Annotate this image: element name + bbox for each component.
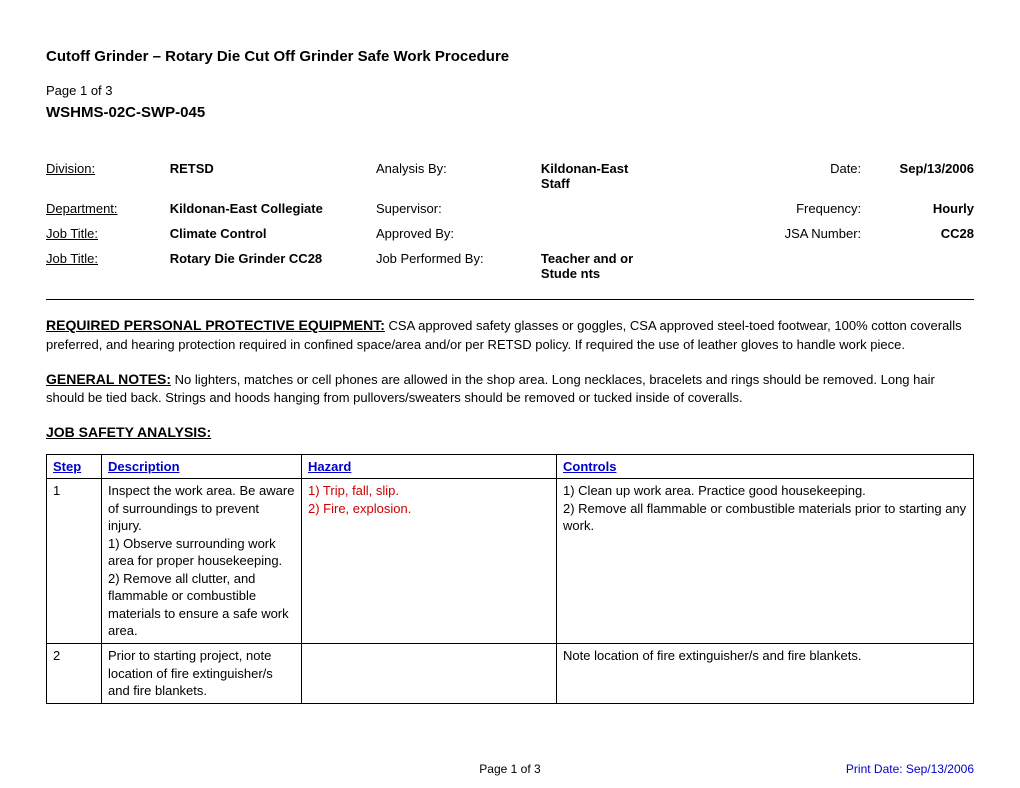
page-info-top: Page 1 of 3 xyxy=(46,83,974,98)
col-controls: Controls xyxy=(557,454,974,479)
metadata-table: Division: RETSD Analysis By: Kildonan-Ea… xyxy=(46,161,974,291)
meta-label: Job Title: xyxy=(46,251,170,291)
meta-row: Job Title: Rotary Die Grinder CC28 Job P… xyxy=(46,251,974,291)
jsa-heading: JOB SAFETY ANALYSIS: xyxy=(46,424,974,440)
footer-page-prefix: Page xyxy=(479,762,510,776)
cell-description: Inspect the work area. Be aware of surro… xyxy=(102,479,302,644)
page-footer: Page 1 of 3 Print Date: Sep/13/2006 xyxy=(46,762,974,776)
cell-controls: 1) Clean up work area. Practice good hou… xyxy=(557,479,974,644)
meta-row: Department: Kildonan-East Collegiate Sup… xyxy=(46,201,974,226)
col-description: Description xyxy=(102,454,302,479)
cell-controls: Note location of fire extinguisher/s and… xyxy=(557,644,974,704)
meta-value: Rotary Die Grinder CC28 xyxy=(170,251,376,291)
meta-value: RETSD xyxy=(170,161,376,201)
footer-page-of: of xyxy=(517,762,534,776)
footer-page-number: Page 1 of 3 xyxy=(46,762,974,776)
ppe-section: REQUIRED PERSONAL PROTECTIVE EQUIPMENT: … xyxy=(46,316,974,354)
table-row: 2 Prior to starting project, note locati… xyxy=(47,644,974,704)
cell-hazard xyxy=(302,644,557,704)
col-hazard: Hazard xyxy=(302,454,557,479)
page-of: of xyxy=(87,83,105,98)
meta-row: Division: RETSD Analysis By: Kildonan-Ea… xyxy=(46,161,974,201)
meta-value: Kildonan-East Staff xyxy=(541,161,634,201)
meta-label: Job Title: xyxy=(46,226,170,251)
jsa-table: Step Description Hazard Controls 1 Inspe… xyxy=(46,454,974,704)
meta-label: Job Performed By: xyxy=(376,251,541,291)
meta-label: JSA Number: xyxy=(634,226,881,251)
document-title: Cutoff Grinder – Rotary Die Cut Off Grin… xyxy=(46,48,974,65)
notes-heading: GENERAL NOTES: xyxy=(46,371,171,387)
meta-label: Analysis By: xyxy=(376,161,541,201)
cell-hazard: 1) Trip, fall, slip. 2) Fire, explosion. xyxy=(302,479,557,644)
footer-page-total: 3 xyxy=(534,762,541,776)
divider-line xyxy=(46,299,974,300)
footer-print-date: Print Date: Sep/13/2006 xyxy=(846,762,974,776)
meta-label xyxy=(634,251,881,291)
meta-label: Approved By: xyxy=(376,226,541,251)
page-total: 3 xyxy=(105,83,112,98)
cell-step: 2 xyxy=(47,644,102,704)
meta-value: Climate Control xyxy=(170,226,376,251)
jsa-header-row: Step Description Hazard Controls xyxy=(47,454,974,479)
meta-value xyxy=(881,251,974,291)
meta-label: Division: xyxy=(46,161,170,201)
notes-body: No lighters, matches or cell phones are … xyxy=(46,372,935,406)
meta-value: Kildonan-East Collegiate xyxy=(170,201,376,226)
cell-step: 1 xyxy=(47,479,102,644)
page-prefix: Page xyxy=(46,83,80,98)
document-code: WSHMS-02C-SWP-045 xyxy=(46,104,974,121)
meta-value: CC28 xyxy=(881,226,974,251)
meta-value xyxy=(541,226,634,251)
meta-value: Teacher and or Stude nts xyxy=(541,251,634,291)
ppe-heading: REQUIRED PERSONAL PROTECTIVE EQUIPMENT: xyxy=(46,317,385,333)
table-row: 1 Inspect the work area. Be aware of sur… xyxy=(47,479,974,644)
meta-label: Date: xyxy=(634,161,881,201)
notes-section: GENERAL NOTES: No lighters, matches or c… xyxy=(46,370,974,408)
col-step: Step xyxy=(47,454,102,479)
meta-value: Sep/13/2006 xyxy=(881,161,974,201)
meta-label: Frequency: xyxy=(634,201,881,226)
meta-label: Department: xyxy=(46,201,170,226)
meta-value: Hourly xyxy=(881,201,974,226)
meta-value xyxy=(541,201,634,226)
cell-description: Prior to starting project, note location… xyxy=(102,644,302,704)
meta-label: Supervisor: xyxy=(376,201,541,226)
meta-row: Job Title: Climate Control Approved By: … xyxy=(46,226,974,251)
